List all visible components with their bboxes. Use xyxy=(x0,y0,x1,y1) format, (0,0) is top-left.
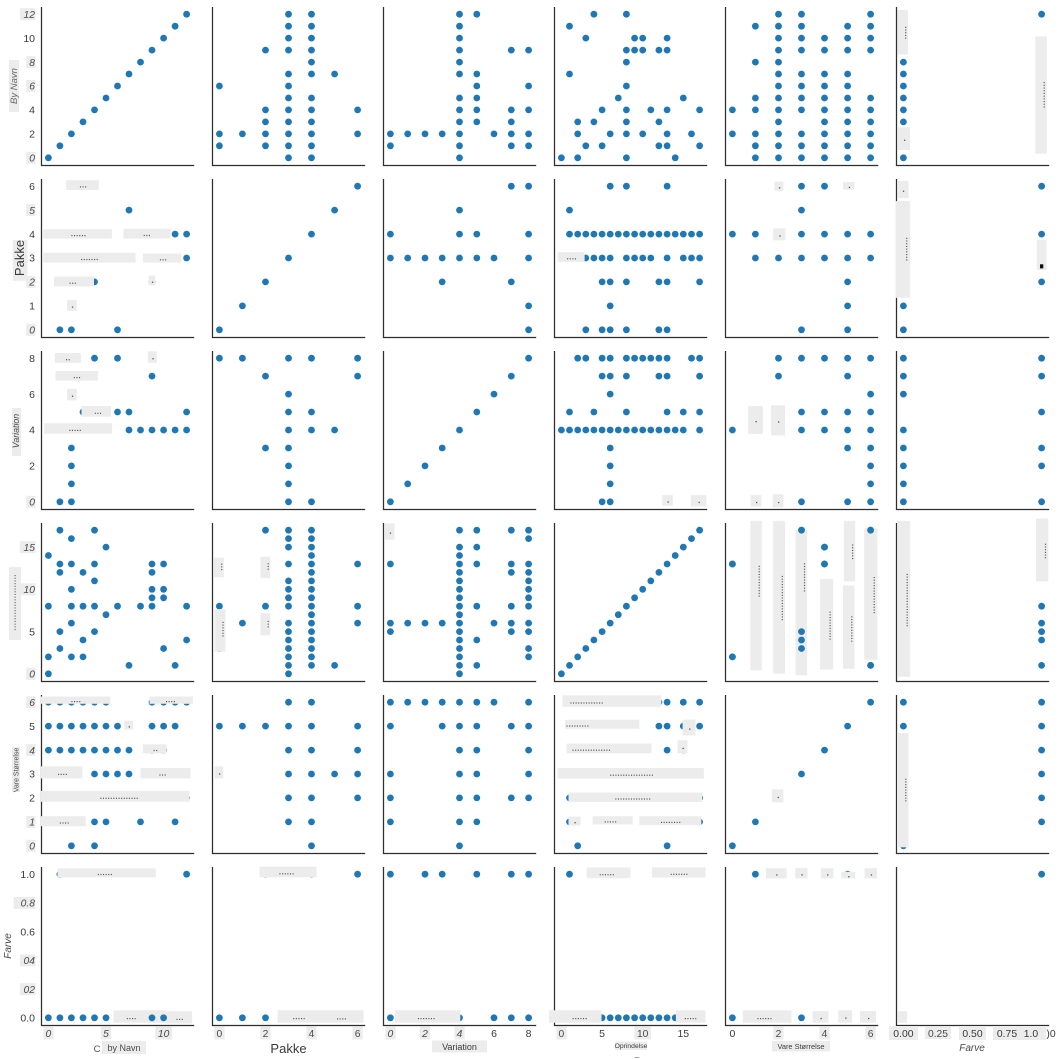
svg-text:Vare Størrelse: Vare Størrelse xyxy=(777,1042,824,1051)
svg-text:0: 0 xyxy=(29,498,35,509)
svg-text:2: 2 xyxy=(29,793,35,805)
svg-text:0: 0 xyxy=(29,842,35,853)
svg-text:4: 4 xyxy=(309,1029,315,1040)
svg-text:1.0: 1.0 xyxy=(20,869,35,881)
svg-text:C: C xyxy=(94,1044,101,1055)
svg-text:15: 15 xyxy=(24,543,36,554)
svg-text:8: 8 xyxy=(526,1028,532,1040)
svg-text:0: 0 xyxy=(559,1029,565,1040)
svg-text:)0: )0 xyxy=(1046,1029,1055,1040)
svg-text:3: 3 xyxy=(29,769,35,781)
svg-text:6: 6 xyxy=(491,1028,497,1040)
svg-text:4: 4 xyxy=(822,1029,828,1040)
svg-text:15: 15 xyxy=(677,1028,689,1040)
svg-text:5: 5 xyxy=(599,1028,605,1040)
svg-text:4: 4 xyxy=(29,229,35,241)
svg-text:Variation: Variation xyxy=(11,414,21,449)
svg-text:5: 5 xyxy=(103,1029,109,1040)
svg-text:10: 10 xyxy=(158,1029,170,1040)
svg-text:0: 0 xyxy=(29,154,35,165)
svg-text:5: 5 xyxy=(29,206,35,217)
svg-text:Farve: Farve xyxy=(3,933,14,959)
svg-text:0: 0 xyxy=(388,1029,394,1040)
svg-text:10: 10 xyxy=(637,1029,649,1040)
svg-text:Oprindelse: Oprindelse xyxy=(615,1043,648,1050)
svg-text:0: 0 xyxy=(29,326,35,337)
svg-text:6: 6 xyxy=(868,1029,874,1040)
svg-text:1: 1 xyxy=(29,818,35,829)
svg-text:6: 6 xyxy=(29,82,35,93)
svg-text:6: 6 xyxy=(355,1029,361,1040)
svg-text:0.00: 0.00 xyxy=(893,1029,913,1040)
svg-text:0: 0 xyxy=(46,1029,52,1040)
svg-text:3: 3 xyxy=(29,253,35,265)
svg-text:6: 6 xyxy=(29,389,35,401)
svg-text:by Navn: by Navn xyxy=(107,1043,140,1053)
svg-text:Farve: Farve xyxy=(959,1043,985,1054)
svg-text:8: 8 xyxy=(29,58,35,69)
svg-text:_: _ xyxy=(634,1049,640,1058)
svg-text:4: 4 xyxy=(29,746,35,757)
svg-text:12: 12 xyxy=(24,10,36,21)
svg-text:2: 2 xyxy=(28,278,35,289)
svg-text:0: 0 xyxy=(729,1028,735,1040)
svg-text:0: 0 xyxy=(29,670,35,681)
svg-text:8: 8 xyxy=(29,353,35,365)
svg-text:02: 02 xyxy=(24,985,36,996)
svg-text:0.0: 0.0 xyxy=(20,1013,35,1025)
svg-text:Pakke: Pakke xyxy=(12,240,27,276)
svg-text:4: 4 xyxy=(457,1029,463,1040)
svg-text:0.8: 0.8 xyxy=(21,899,36,910)
svg-text:0: 0 xyxy=(217,1029,223,1040)
svg-text:0.75: 0.75 xyxy=(997,1029,1017,1040)
svg-text:4: 4 xyxy=(29,105,35,117)
svg-text:2: 2 xyxy=(421,1029,428,1040)
svg-text:2: 2 xyxy=(29,461,35,473)
svg-text:0.6: 0.6 xyxy=(20,926,35,938)
svg-text:10: 10 xyxy=(24,585,36,596)
svg-text:5: 5 xyxy=(29,626,35,638)
svg-text:4: 4 xyxy=(29,425,35,437)
svg-text:04: 04 xyxy=(24,956,36,967)
svg-text:10: 10 xyxy=(23,33,35,45)
svg-text:By Navn: By Navn xyxy=(9,68,20,104)
svg-text:6: 6 xyxy=(29,698,35,709)
svg-text:6: 6 xyxy=(29,181,35,193)
svg-text:0.50: 0.50 xyxy=(962,1029,982,1040)
svg-text:1.0: 1.0 xyxy=(1024,1029,1039,1040)
svg-text:2: 2 xyxy=(776,1029,782,1040)
svg-text:2: 2 xyxy=(29,129,35,141)
svg-text:1: 1 xyxy=(29,301,35,313)
svg-text:Vare Størrelse: Vare Størrelse xyxy=(14,748,21,793)
svg-text:Pakke: Pakke xyxy=(270,1041,306,1056)
svg-text:0.25: 0.25 xyxy=(928,1029,948,1040)
svg-text:2: 2 xyxy=(263,1029,269,1040)
svg-text:Variation: Variation xyxy=(442,1042,477,1052)
svg-text:5: 5 xyxy=(29,721,35,733)
